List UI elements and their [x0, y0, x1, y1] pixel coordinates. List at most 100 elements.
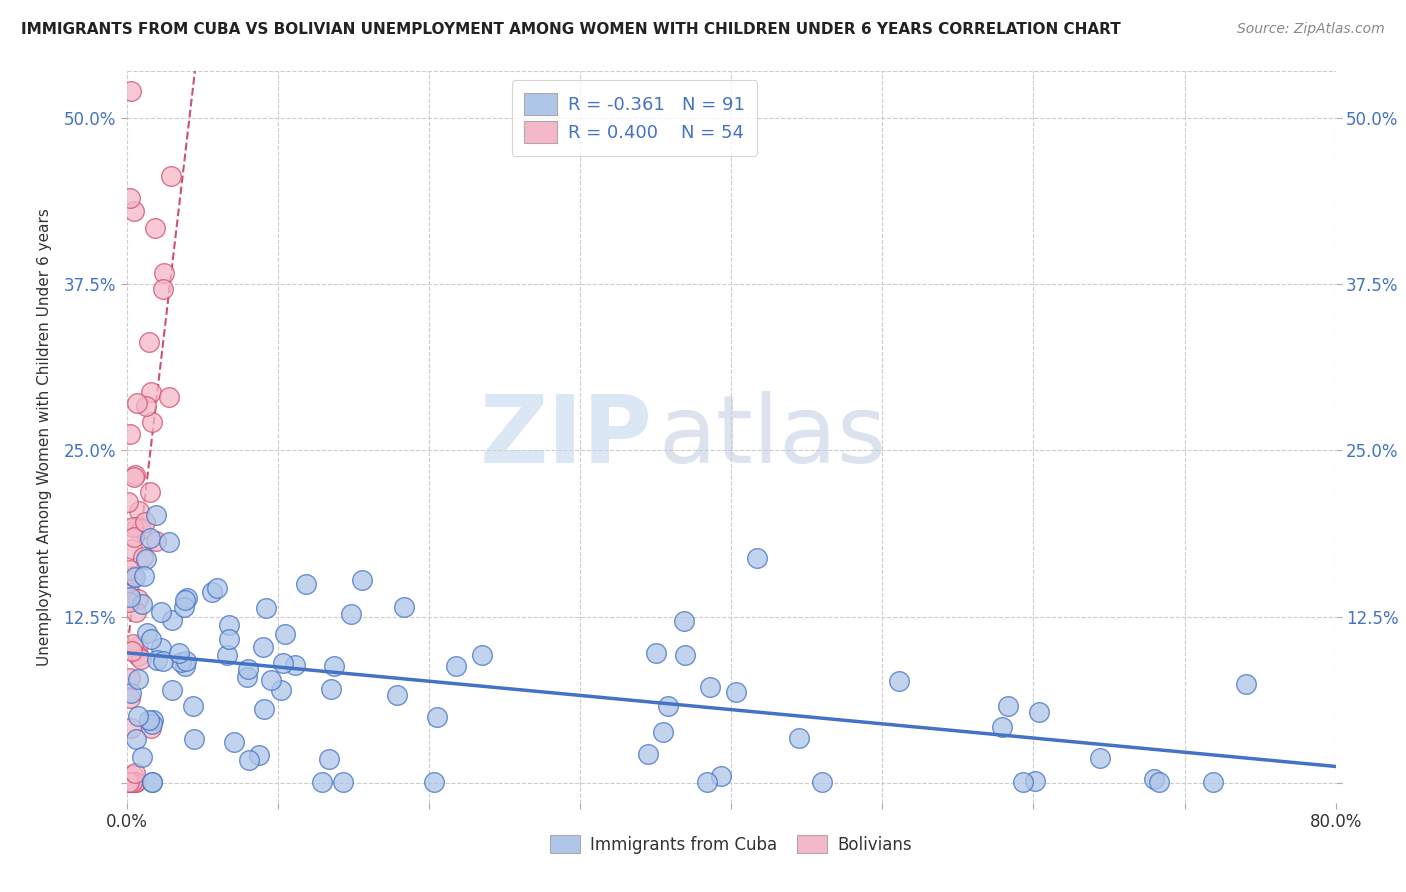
Point — [426, 709, 449, 723]
Point — [124, 766, 146, 780]
Point — [201, 585, 224, 599]
Point — [724, 685, 747, 699]
Point — [122, 470, 145, 484]
Point — [118, 774, 141, 789]
Point — [117, 494, 139, 508]
Point — [138, 714, 160, 728]
Point — [135, 626, 157, 640]
Point — [145, 533, 167, 548]
Point — [125, 606, 148, 620]
Point — [127, 591, 149, 606]
Point — [311, 774, 333, 789]
Point — [1024, 773, 1046, 788]
Point — [423, 774, 446, 789]
Point — [127, 639, 149, 653]
Point — [138, 531, 160, 545]
Point — [141, 415, 163, 429]
Point — [127, 709, 149, 723]
Point — [810, 774, 832, 789]
Point — [207, 581, 229, 595]
Point — [350, 573, 373, 587]
Point — [124, 570, 146, 584]
Point — [274, 627, 297, 641]
Point — [218, 618, 240, 632]
Point — [392, 600, 415, 615]
Point — [471, 648, 494, 662]
Point — [672, 615, 695, 629]
Point — [271, 656, 294, 670]
Point — [249, 747, 271, 762]
Point — [991, 719, 1014, 733]
Point — [673, 648, 696, 662]
Point — [121, 541, 143, 556]
Point — [120, 84, 142, 98]
Point — [149, 606, 172, 620]
Point — [657, 699, 679, 714]
Point — [444, 658, 467, 673]
Point — [121, 644, 143, 658]
Point — [222, 735, 245, 749]
Point — [142, 713, 165, 727]
Point — [319, 681, 342, 696]
Point — [332, 774, 354, 789]
Point — [1028, 706, 1050, 720]
Point — [167, 646, 190, 660]
Point — [141, 774, 163, 789]
Point — [131, 749, 153, 764]
Point — [134, 569, 156, 583]
Point — [696, 774, 718, 789]
Point — [322, 658, 344, 673]
Point — [160, 613, 183, 627]
Point — [152, 654, 174, 668]
Point — [747, 550, 769, 565]
Point — [121, 520, 143, 534]
Point — [787, 731, 810, 746]
Point — [183, 732, 205, 747]
Point — [120, 586, 142, 600]
Point — [122, 204, 145, 219]
Point — [149, 640, 172, 655]
Point — [131, 597, 153, 611]
Point — [118, 591, 141, 605]
Point — [128, 504, 150, 518]
Point — [145, 508, 167, 522]
Point — [169, 655, 191, 669]
Point — [1143, 772, 1166, 786]
Point — [139, 722, 162, 736]
Point — [284, 657, 307, 672]
Point — [127, 672, 149, 686]
Point — [238, 754, 260, 768]
Point — [318, 752, 340, 766]
Point — [131, 522, 153, 536]
Point — [124, 467, 146, 482]
Point — [645, 647, 668, 661]
Point — [118, 774, 141, 789]
Point — [260, 673, 283, 688]
Point — [117, 774, 139, 789]
Point — [125, 396, 148, 410]
Point — [215, 648, 238, 662]
Point — [1234, 677, 1257, 691]
Point — [120, 686, 142, 700]
Point — [121, 774, 143, 789]
Point — [652, 725, 675, 739]
Point — [339, 607, 361, 622]
Point — [270, 683, 292, 698]
Point — [1202, 774, 1225, 789]
Point — [120, 721, 142, 735]
Point — [118, 576, 141, 591]
Text: IMMIGRANTS FROM CUBA VS BOLIVIAN UNEMPLOYMENT AMONG WOMEN WITH CHILDREN UNDER 6 : IMMIGRANTS FROM CUBA VS BOLIVIAN UNEMPLO… — [21, 22, 1121, 37]
Point — [118, 563, 141, 577]
Point — [1011, 774, 1033, 789]
Point — [141, 632, 163, 647]
Point — [152, 282, 174, 296]
Point — [122, 569, 145, 583]
Point — [253, 702, 276, 716]
Point — [153, 266, 176, 280]
Point — [122, 767, 145, 781]
Point — [181, 699, 204, 714]
Point — [159, 391, 181, 405]
Point — [387, 688, 409, 702]
Legend: Immigrants from Cuba, Bolivians: Immigrants from Cuba, Bolivians — [544, 829, 918, 860]
Point — [125, 774, 148, 789]
